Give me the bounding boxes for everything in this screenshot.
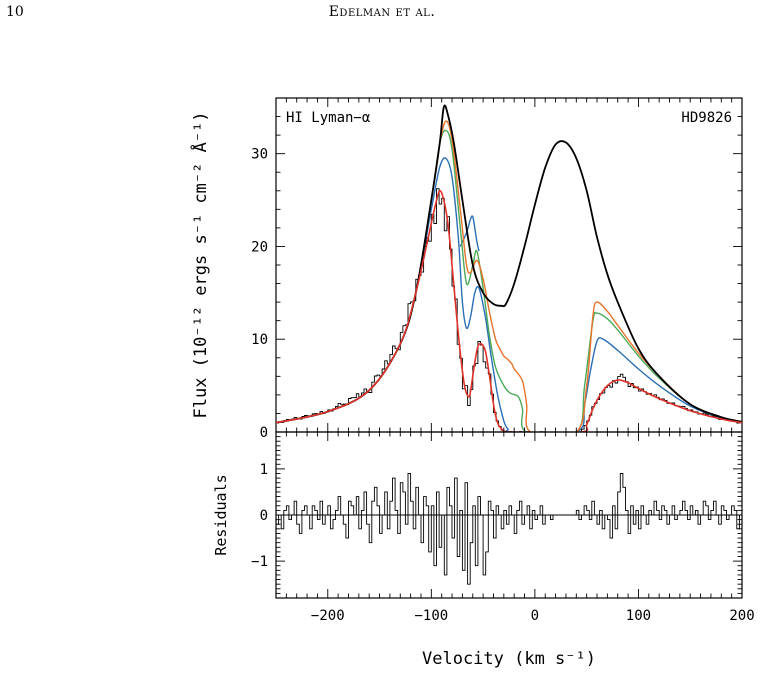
y-tick-label: 1 [260,462,268,478]
flux-panel-frame [275,97,743,433]
x-tick-label: −200 [311,608,345,624]
x-tick-label: 0 [531,608,539,624]
residuals-panel: −1 0 1 −200 −100 0 100 200 [251,423,755,624]
y-tick-label: 10 [251,332,268,348]
line-label: HI Lyman−α [286,110,371,126]
page-number: 10 [6,4,24,20]
x-tick-label: −100 [414,608,448,624]
velocity-axis-title: Velocity (km s⁻¹) [422,649,596,669]
running-head: Edelman et al. [328,4,436,20]
y-tick-label: 30 [251,147,268,163]
series-best_fit [276,189,742,432]
x-tick-label: 100 [626,608,651,624]
series-intrinsic [276,104,742,424]
residuals-series [276,473,743,585]
y-tick-label: 0 [260,425,268,441]
x-tick-label: 200 [729,608,754,624]
residuals-axis-title: Residuals [212,474,230,555]
series-model_c [276,157,742,432]
y-tick-label: −1 [251,554,268,570]
y-tick-label: 0 [260,508,268,524]
y-tick-label: 20 [251,239,268,255]
flux-curves [276,104,742,432]
star-label: HD9826 [681,110,732,126]
flux-axis-title: Flux (10⁻¹² ergs s⁻¹ cm⁻² Å⁻¹) [189,111,211,418]
flux-panel: 0 10 20 30 [251,97,743,441]
